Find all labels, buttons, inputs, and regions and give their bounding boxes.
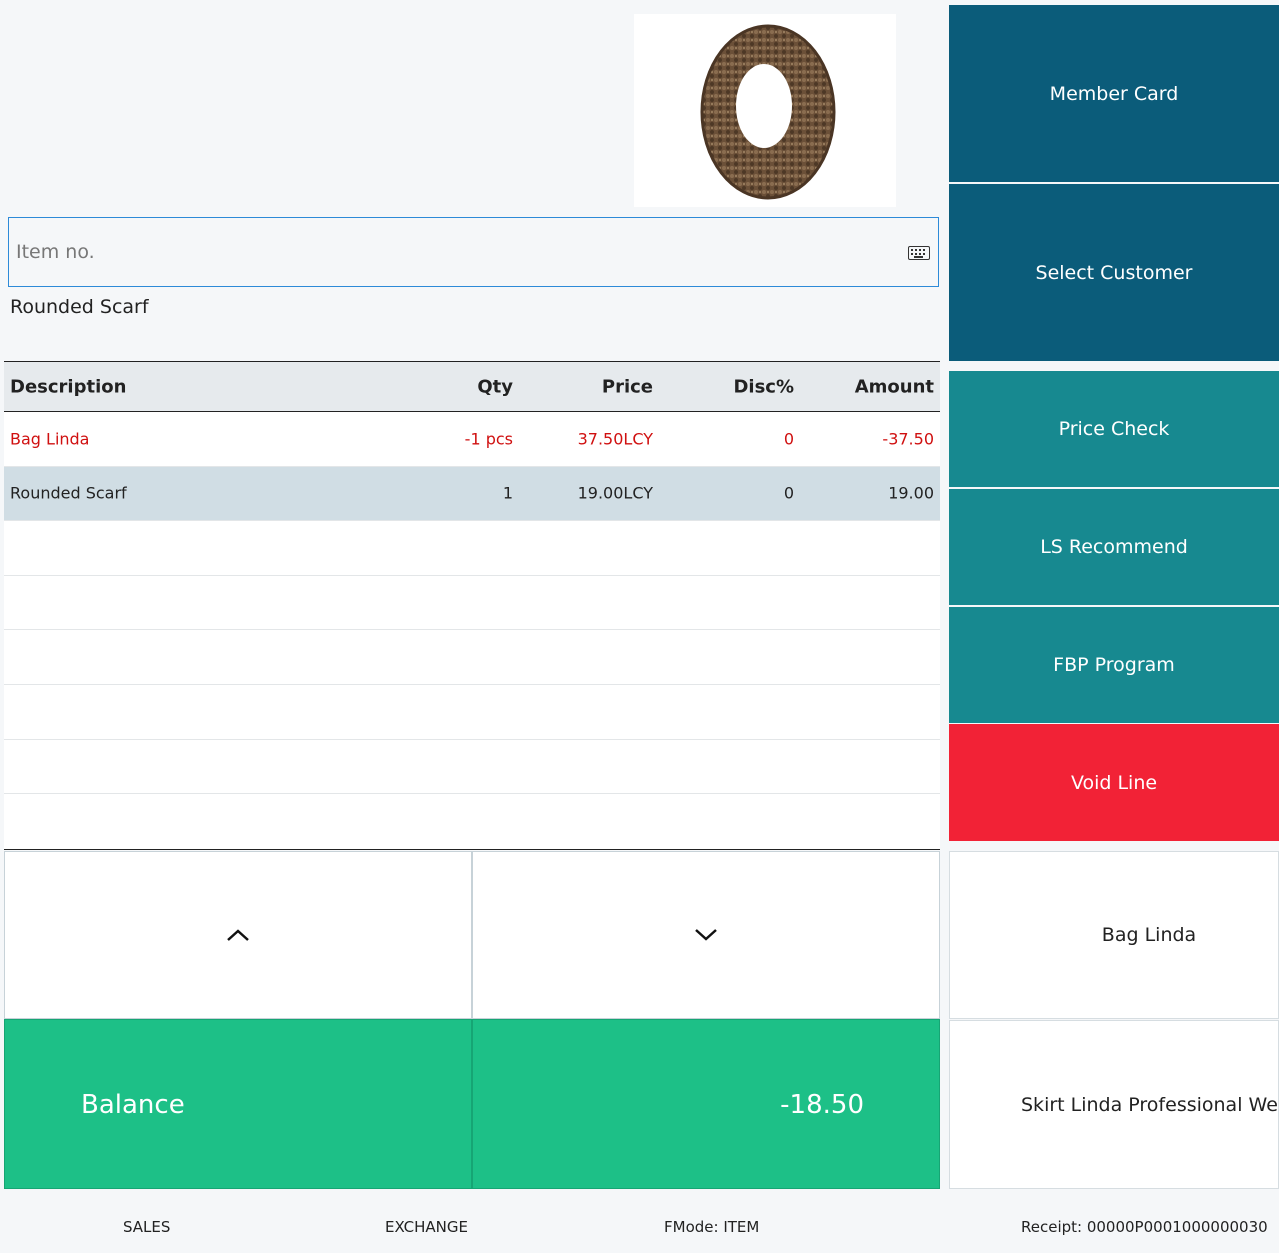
table-row[interactable]: Bag Linda -1 pcs 37.50LCY 0 -37.50 <box>4 412 940 467</box>
item-skirt-linda-label: Skirt Linda Professional Wear <box>1021 1093 1279 1116</box>
row-description: Bag Linda <box>10 429 90 449</box>
scroll-up-button[interactable] <box>4 851 472 1019</box>
price-check-label: Price Check <box>1058 418 1170 440</box>
void-line-button[interactable]: Void Line <box>949 724 1279 841</box>
empty-row <box>4 521 940 576</box>
member-card-button[interactable]: Member Card <box>949 5 1279 182</box>
scroll-down-button[interactable] <box>472 851 940 1019</box>
header-qty: Qty <box>477 376 513 397</box>
ls-recommend-button[interactable]: LS Recommend <box>949 489 1279 605</box>
header-price: Price <box>601 376 653 397</box>
item-button-bag-linda[interactable]: Bag Linda <box>949 851 1279 1019</box>
empty-row <box>4 740 940 795</box>
table-row-selected[interactable]: Rounded Scarf 1 19.00LCY 0 19.00 <box>4 466 940 522</box>
empty-row <box>4 685 940 740</box>
chevron-up-icon <box>227 929 249 941</box>
chevron-down-icon <box>695 929 717 941</box>
item-bag-linda-label: Bag Linda <box>1101 924 1197 946</box>
row-qty: -1 pcs <box>464 429 513 449</box>
void-line-label: Void Line <box>1070 771 1158 794</box>
empty-row <box>4 630 940 685</box>
ls-recommend-label: LS Recommend <box>1040 536 1188 558</box>
row-price: 37.50LCY <box>577 429 653 449</box>
status-receipt: Receipt: 00000P0001000000030 <box>1021 1218 1268 1236</box>
scarf-image <box>700 24 836 200</box>
item-number-input[interactable] <box>9 218 889 286</box>
row-description: Rounded Scarf <box>10 483 127 503</box>
status-mode: SALES <box>123 1218 171 1236</box>
balance-label: Balance <box>81 1090 185 1120</box>
price-check-button[interactable]: Price Check <box>949 371 1279 487</box>
balance-label-panel: Balance <box>4 1019 472 1189</box>
transaction-table: Description Qty Price Disc% Amount Bag L… <box>4 361 940 850</box>
balance-value: -18.50 <box>780 1090 864 1120</box>
row-disc: 0 <box>783 483 794 503</box>
row-price: 19.00LCY <box>577 483 653 503</box>
row-amount: -37.50 <box>882 429 934 449</box>
status-bar: SALES EXCHANGE FMode: ITEM Receipt: 0000… <box>0 1218 1279 1240</box>
member-card-label: Member Card <box>1049 82 1179 105</box>
row-disc: 0 <box>783 429 794 449</box>
select-customer-label: Select Customer <box>1035 261 1193 284</box>
item-button-skirt-linda[interactable]: Skirt Linda Professional Wear <box>949 1020 1279 1189</box>
empty-row <box>4 794 940 849</box>
item-number-field[interactable] <box>8 217 939 287</box>
table-header: Description Qty Price Disc% Amount <box>4 362 940 412</box>
row-qty: 1 <box>502 483 513 503</box>
status-exchange: EXCHANGE <box>385 1218 468 1236</box>
empty-row <box>4 576 940 631</box>
current-item-name: Rounded Scarf <box>10 296 149 318</box>
fbp-program-label: FBP Program <box>1053 654 1175 676</box>
keyboard-icon[interactable] <box>908 246 930 260</box>
select-customer-button[interactable]: Select Customer <box>949 184 1279 361</box>
fbp-program-button[interactable]: FBP Program <box>949 607 1279 723</box>
header-disc: Disc% <box>733 376 794 397</box>
header-description: Description <box>10 376 127 397</box>
header-amount: Amount <box>854 376 934 397</box>
status-fmode: FMode: ITEM <box>664 1218 760 1236</box>
balance-value-panel: -18.50 <box>472 1019 940 1189</box>
row-amount: 19.00 <box>888 483 934 503</box>
product-image <box>634 14 896 207</box>
